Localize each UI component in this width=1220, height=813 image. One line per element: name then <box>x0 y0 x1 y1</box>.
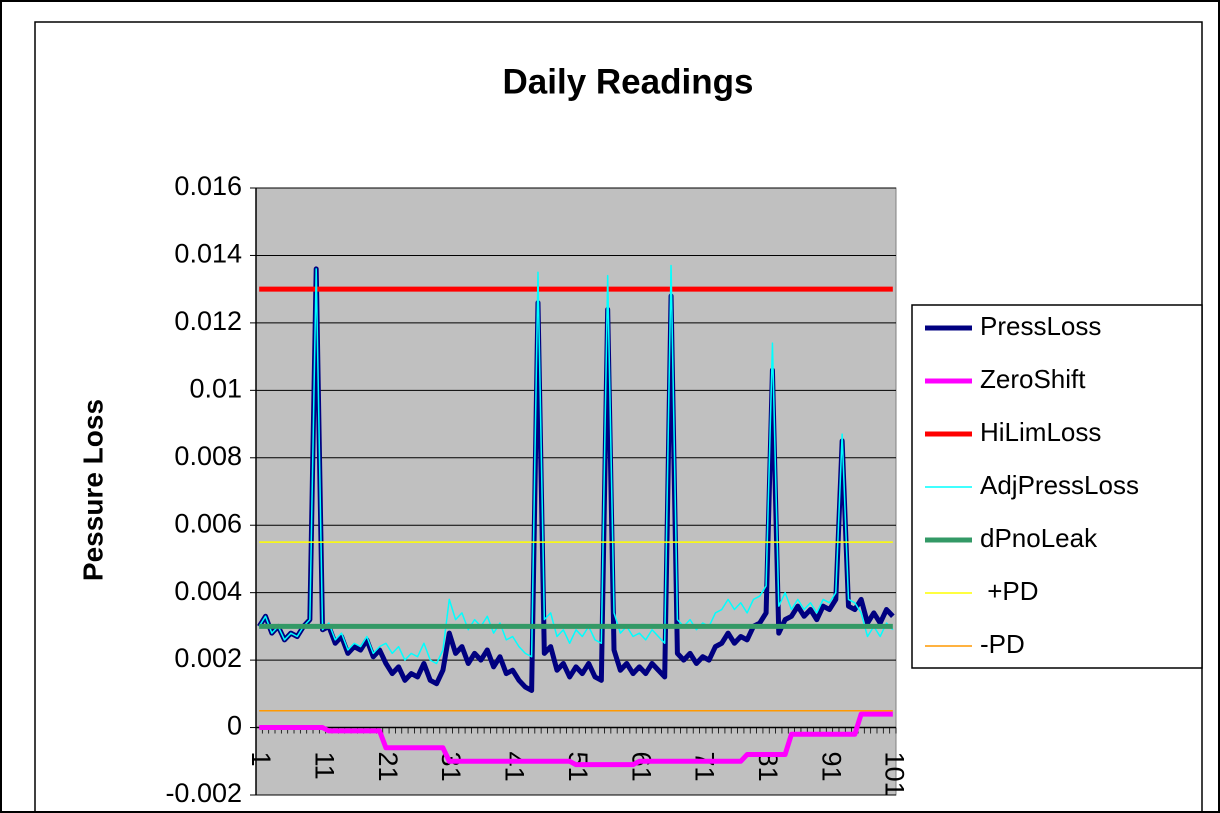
chart-title: Daily Readings <box>503 62 754 101</box>
legend-label: PressLoss <box>980 311 1101 341</box>
y-tick-label: 0 <box>227 711 242 741</box>
x-tick-label: 31 <box>436 752 466 782</box>
y-axis-label: Pessure Loss <box>77 399 108 581</box>
y-tick-label: 0.01 <box>189 373 242 403</box>
x-tick-label: 71 <box>690 752 720 782</box>
x-tick-label: 1 <box>246 752 276 767</box>
y-tick-label: 0.014 <box>174 239 242 269</box>
legend-label: -PD <box>980 629 1025 659</box>
x-tick-label: 21 <box>373 752 403 782</box>
legend-label: dPnoLeak <box>980 523 1098 553</box>
y-tick-label: 0.016 <box>174 171 242 201</box>
y-tick-label: -0.002 <box>165 778 242 808</box>
y-tick-label: 0.004 <box>174 576 242 606</box>
legend-label: HiLimLoss <box>980 417 1101 447</box>
y-tick-label: 0.002 <box>174 643 242 673</box>
x-tick-label: 91 <box>816 752 846 782</box>
legend-label: AdjPressLoss <box>980 470 1139 500</box>
plot-area <box>255 187 897 796</box>
series-line <box>258 264 894 665</box>
y-tick-label: 0.012 <box>174 306 242 336</box>
series-line <box>257 266 895 693</box>
x-tick-label: 101 <box>880 752 910 797</box>
series-line <box>259 711 893 768</box>
legend-label: +PD <box>980 576 1039 606</box>
y-tick-label: 0.008 <box>174 441 242 471</box>
x-tick-label: 11 <box>309 752 339 780</box>
x-tick-label: 41 <box>500 752 530 782</box>
legend-label: ZeroShift <box>980 364 1086 394</box>
y-tick-label: 0.006 <box>174 508 242 538</box>
